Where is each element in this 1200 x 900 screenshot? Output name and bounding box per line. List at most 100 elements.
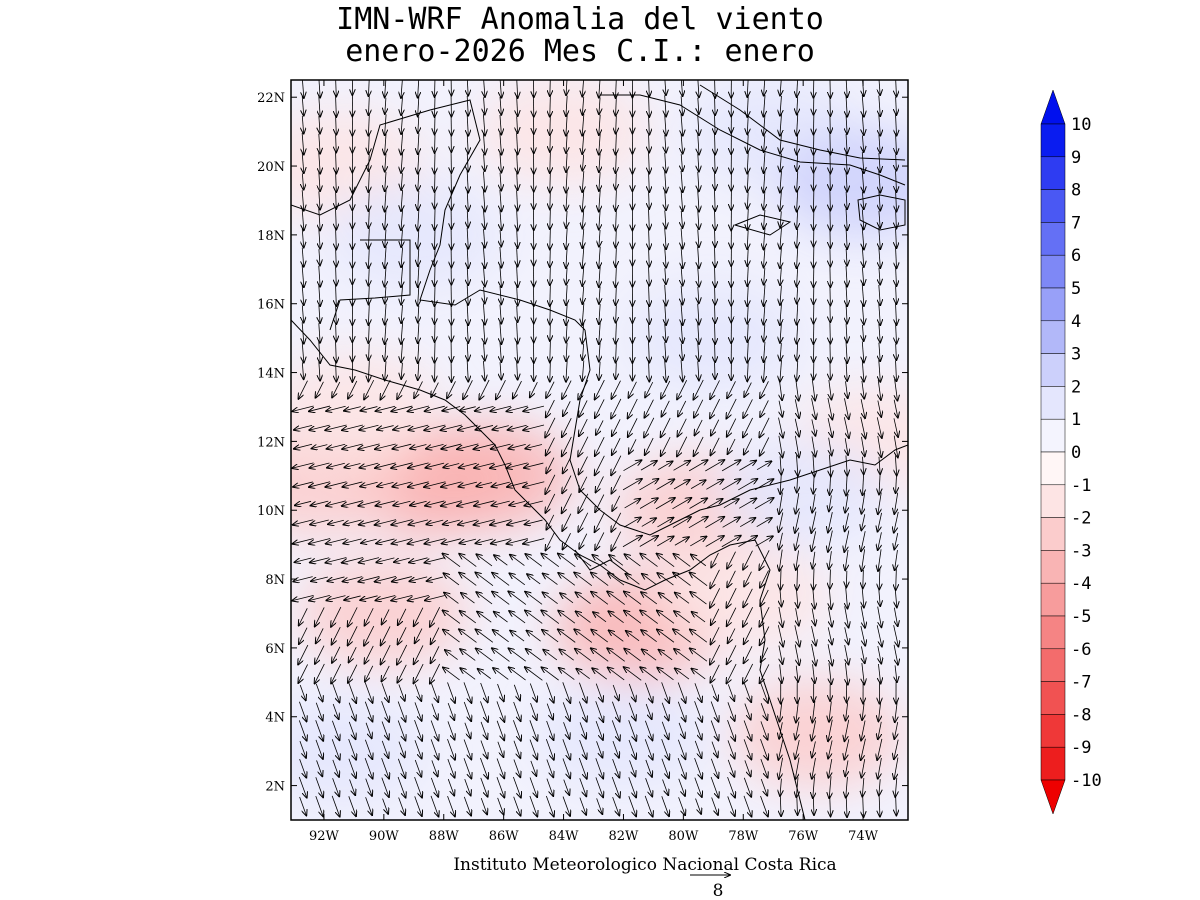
wind-vector <box>644 682 652 703</box>
wind-vector <box>611 512 622 532</box>
wind-vector <box>655 498 675 510</box>
wind-vector <box>545 738 553 760</box>
wind-vector <box>475 572 494 586</box>
wind-vector <box>397 664 407 683</box>
wind-vector <box>578 379 589 400</box>
wind-vector <box>332 759 339 777</box>
wind-vector <box>710 437 720 456</box>
wind-vector <box>293 538 314 544</box>
colorbar-label: -7 <box>1071 673 1091 693</box>
wind-vector <box>500 362 501 379</box>
wind-vector <box>640 610 658 624</box>
wind-vector <box>726 398 737 419</box>
wind-vector <box>463 682 471 703</box>
wind-vector <box>728 438 736 454</box>
wind-vector <box>628 796 636 816</box>
lat-tick-label: 16N <box>257 298 285 313</box>
wind-vector <box>796 492 799 514</box>
wind-vector <box>298 664 308 682</box>
wind-vector <box>714 341 715 363</box>
wind-vector <box>657 611 675 624</box>
wind-vector <box>497 683 504 701</box>
colorbar-label: 0 <box>1071 443 1081 463</box>
wind-vector <box>490 462 512 468</box>
wind-vector <box>447 738 455 760</box>
anomaly-patch-3 <box>403 420 574 531</box>
wind-vector <box>659 593 673 604</box>
wind-vector <box>642 574 657 585</box>
wind-vector <box>661 400 670 417</box>
wind-vector <box>562 475 572 494</box>
wind-vector <box>779 606 783 627</box>
wind-vector <box>595 777 603 797</box>
wind-vector <box>464 778 471 795</box>
wind-vector <box>645 381 654 397</box>
wind-vector <box>862 473 863 496</box>
wind-vector <box>738 536 757 547</box>
colorbar-segment <box>1040 615 1066 650</box>
wind-vector <box>467 360 468 382</box>
wind-vector <box>529 683 537 702</box>
wind-vector <box>629 439 637 453</box>
wind-vector <box>579 778 587 796</box>
wind-vector <box>677 379 688 399</box>
wind-vector <box>343 538 362 544</box>
wind-vector <box>463 380 473 399</box>
wind-vector <box>691 555 707 567</box>
wind-vector <box>727 570 736 587</box>
wind-vector <box>480 740 488 758</box>
wind-vector <box>705 517 724 529</box>
wind-vector <box>484 343 485 360</box>
wind-vector <box>628 398 638 418</box>
wind-vector <box>727 702 735 721</box>
wind-vector <box>677 418 687 437</box>
wind-vector <box>895 378 898 401</box>
wind-vector <box>828 607 832 626</box>
wind-vector <box>796 665 798 682</box>
wind-vector <box>895 665 897 682</box>
wind-vector <box>894 532 897 549</box>
wind-vector <box>560 593 574 604</box>
wind-vector <box>391 594 413 600</box>
wind-vector <box>694 701 703 722</box>
wind-vector <box>542 667 559 681</box>
wind-vector <box>562 682 571 703</box>
wind-vector <box>365 722 372 738</box>
wind-vector <box>500 341 501 362</box>
wind-vector <box>760 381 769 398</box>
wind-vector <box>523 424 545 430</box>
wind-vector <box>656 536 673 547</box>
lat-tick-label: 12N <box>257 435 285 450</box>
wind-vector <box>443 610 461 624</box>
wind-vector <box>760 400 769 417</box>
wind-vector <box>381 740 388 758</box>
colorbar-segment <box>1040 353 1066 387</box>
wind-vector <box>622 479 642 491</box>
wind-vector <box>764 341 765 362</box>
wind-vector <box>413 663 424 683</box>
colorbar-label: -9 <box>1071 738 1091 758</box>
wind-vector <box>447 795 455 816</box>
wind-vector <box>846 340 847 363</box>
wind-vector <box>525 519 543 524</box>
wind-vector <box>896 343 897 360</box>
wind-vector <box>828 719 833 741</box>
wind-vector <box>574 572 593 586</box>
wind-vector <box>780 778 781 796</box>
wind-vector <box>780 701 782 721</box>
wind-vector <box>846 360 847 381</box>
wind-vector <box>524 500 543 506</box>
lat-tick-label: 18N <box>257 229 285 244</box>
wind-vector <box>845 513 849 531</box>
wind-vector <box>364 739 372 759</box>
wind-vector <box>796 378 799 401</box>
wind-vector <box>607 648 625 662</box>
wind-vector <box>721 479 740 491</box>
wind-vector <box>368 322 369 344</box>
wind-vector <box>410 444 427 449</box>
wind-vector <box>295 500 312 505</box>
colorbar-label: 9 <box>1071 148 1081 168</box>
wind-vector <box>348 758 356 778</box>
wind-vector <box>398 627 407 644</box>
wind-vector <box>299 608 308 625</box>
